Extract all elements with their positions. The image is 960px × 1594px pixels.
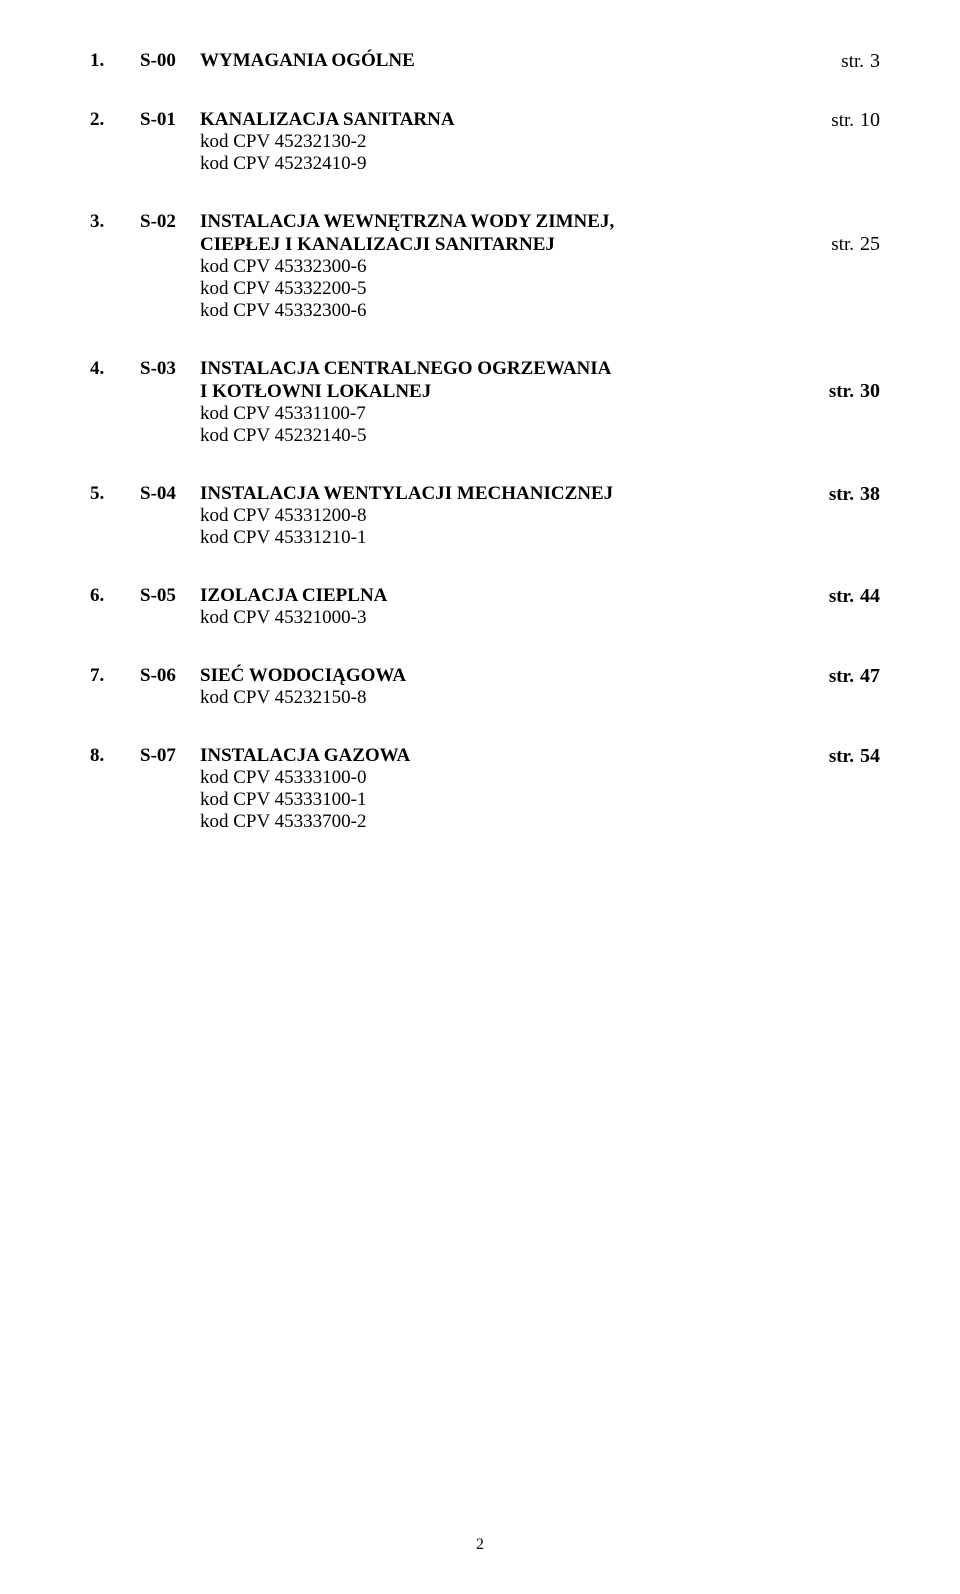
page-ref: str. 30 [809,380,880,403]
page-num: 3 [870,50,880,73]
toc-item: 2. S-01 KANALIZACJA SANITARNAkod CPV 452… [90,109,880,175]
page-num: 54 [860,745,880,768]
toc-item: 4. S-03 INSTALACJA CENTRALNEGO OGRZEWANI… [90,358,880,447]
item-title: SIEĆ WODOCIĄGOWA [200,665,406,687]
item-number: 1. [90,50,140,72]
cpv-code: kod CPV 45332200-5 [200,278,880,300]
toc-item: 6. S-05 IZOLACJA CIEPLNAkod CPV 45321000… [90,585,880,629]
item-number: 8. [90,745,140,767]
str-label: str. [831,110,854,132]
toc-list: 1. S-00 WYMAGANIA OGÓLNE str. 3 2. S-01 [90,50,880,833]
cpv-code: kod CPV 45333100-1 [200,789,410,811]
title-block: INSTALACJA WEWNĘTRZNA WODY ZIMNEJ, CIEPŁ… [200,211,880,322]
item-code: S-01 [140,109,200,131]
cpv-code: kod CPV 45232410-9 [200,153,455,175]
page-number: 2 [476,1536,484,1554]
item-number: 5. [90,483,140,505]
item-number: 7. [90,665,140,687]
toc-item: 7. S-06 SIEĆ WODOCIĄGOWAkod CPV 45232150… [90,665,880,709]
page-ref: str. 38 [809,483,880,506]
toc-item: 1. S-00 WYMAGANIA OGÓLNE str. 3 [90,50,880,73]
toc-header: 8. S-07 INSTALACJA GAZOWAkod CPV 4533310… [90,745,880,833]
cpv-code: kod CPV 45331100-7 [200,403,880,425]
item-code: S-05 [140,585,200,607]
toc-left: 5. S-04 INSTALACJA WENTYLACJI MECHANICZN… [90,483,613,549]
str-label: str. [829,381,854,403]
page-num: 47 [860,665,880,688]
cpv-code: kod CPV 45333100-0 [200,767,410,789]
page-ref: str. 47 [809,665,880,688]
item-title: WYMAGANIA OGÓLNE [200,50,415,72]
title-block: SIEĆ WODOCIĄGOWAkod CPV 45232150-8 [200,665,406,709]
page-num: 38 [860,483,880,506]
toc-header: 4. S-03 INSTALACJA CENTRALNEGO OGRZEWANI… [90,358,880,447]
toc-item: 8. S-07 INSTALACJA GAZOWAkod CPV 4533310… [90,745,880,833]
item-number: 3. [90,211,140,233]
toc-left: 2. S-01 KANALIZACJA SANITARNAkod CPV 452… [90,109,455,175]
item-code: S-00 [140,50,200,72]
page-ref: str. 3 [821,50,880,73]
item-code: S-06 [140,665,200,687]
toc-left: 3. S-02 INSTALACJA WEWNĘTRZNA WODY ZIMNE… [90,211,880,322]
toc-left: 4. S-03 INSTALACJA CENTRALNEGO OGRZEWANI… [90,358,880,447]
toc-left: 6. S-05 IZOLACJA CIEPLNAkod CPV 45321000… [90,585,387,629]
toc-item: 3. S-02 INSTALACJA WEWNĘTRZNA WODY ZIMNE… [90,211,880,322]
cpv-code: kod CPV 45331210-1 [200,527,613,549]
item-number: 4. [90,358,140,380]
toc-header: 5. S-04 INSTALACJA WENTYLACJI MECHANICZN… [90,483,880,549]
title-block: INSTALACJA CENTRALNEGO OGRZEWANIA I KOTŁ… [200,358,880,447]
item-subtitle: I KOTŁOWNI LOKALNEJ [200,381,431,403]
cpv-code: kod CPV 45321000-3 [200,607,387,629]
toc-left: 7. S-06 SIEĆ WODOCIĄGOWAkod CPV 45232150… [90,665,406,709]
item-code: S-02 [140,211,200,233]
str-label: str. [829,666,854,688]
title-block: KANALIZACJA SANITARNAkod CPV 45232130-2k… [200,109,455,175]
item-title: INSTALACJA WEWNĘTRZNA WODY ZIMNEJ, [200,211,880,233]
page-num: 10 [860,109,880,132]
page-num: 25 [860,233,880,256]
item-title: INSTALACJA CENTRALNEGO OGRZEWANIA [200,358,880,380]
str-label: str. [829,586,854,608]
title-block: INSTALACJA WENTYLACJI MECHANICZNEJkod CP… [200,483,613,549]
cpv-code: kod CPV 45331200-8 [200,505,613,527]
page-num: 44 [860,585,880,608]
str-label: str. [831,234,854,256]
cpv-code: kod CPV 45232150-8 [200,687,406,709]
item-code: S-04 [140,483,200,505]
str-label: str. [841,51,864,73]
toc-header: 3. S-02 INSTALACJA WEWNĘTRZNA WODY ZIMNE… [90,211,880,322]
cpv-code: kod CPV 45333700-2 [200,811,410,833]
cpv-code: kod CPV 45332300-6 [200,300,880,322]
toc-item: 5. S-04 INSTALACJA WENTYLACJI MECHANICZN… [90,483,880,549]
toc-header: 7. S-06 SIEĆ WODOCIĄGOWAkod CPV 45232150… [90,665,880,709]
cpv-code: kod CPV 45232130-2 [200,131,455,153]
toc-header: 2. S-01 KANALIZACJA SANITARNAkod CPV 452… [90,109,880,175]
title-block: IZOLACJA CIEPLNAkod CPV 45321000-3 [200,585,387,629]
item-number: 2. [90,109,140,131]
page-ref: str. 44 [809,585,880,608]
str-label: str. [829,746,854,768]
title-block: INSTALACJA GAZOWAkod CPV 45333100-0kod C… [200,745,410,833]
toc-header: 6. S-05 IZOLACJA CIEPLNAkod CPV 45321000… [90,585,880,629]
page-ref: str. 54 [809,745,880,768]
item-number: 6. [90,585,140,607]
item-code: S-03 [140,358,200,380]
toc-header: 1. S-00 WYMAGANIA OGÓLNE str. 3 [90,50,880,73]
page-ref: str. 10 [811,109,880,132]
item-subtitle: CIEPŁEJ I KANALIZACJI SANITARNEJ [200,234,555,256]
cpv-code: kod CPV 45232140-5 [200,425,880,447]
item-title: INSTALACJA GAZOWA [200,745,410,767]
page-num: 30 [860,380,880,403]
cpv-code: kod CPV 45332300-6 [200,256,880,278]
str-label: str. [829,484,854,506]
item-code: S-07 [140,745,200,767]
title-block: WYMAGANIA OGÓLNE [200,50,415,72]
toc-left: 1. S-00 WYMAGANIA OGÓLNE [90,50,415,72]
item-title: IZOLACJA CIEPLNA [200,585,387,607]
page-ref: str. 25 [811,233,880,256]
item-title: INSTALACJA WENTYLACJI MECHANICZNEJ [200,483,613,505]
toc-left: 8. S-07 INSTALACJA GAZOWAkod CPV 4533310… [90,745,410,833]
item-title: KANALIZACJA SANITARNA [200,109,455,131]
